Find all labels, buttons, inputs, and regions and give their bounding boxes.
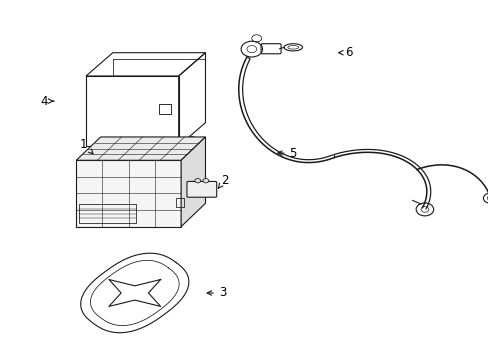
Text: 6: 6 xyxy=(338,46,352,59)
Polygon shape xyxy=(181,137,205,226)
Text: 2: 2 xyxy=(218,174,228,188)
Text: 3: 3 xyxy=(206,287,226,300)
Polygon shape xyxy=(76,160,181,226)
Text: 5: 5 xyxy=(277,147,296,159)
Polygon shape xyxy=(76,137,205,160)
Text: 4: 4 xyxy=(41,95,54,108)
FancyBboxPatch shape xyxy=(186,181,216,197)
Circle shape xyxy=(203,179,208,183)
Text: 1: 1 xyxy=(80,138,93,154)
Circle shape xyxy=(195,179,201,183)
